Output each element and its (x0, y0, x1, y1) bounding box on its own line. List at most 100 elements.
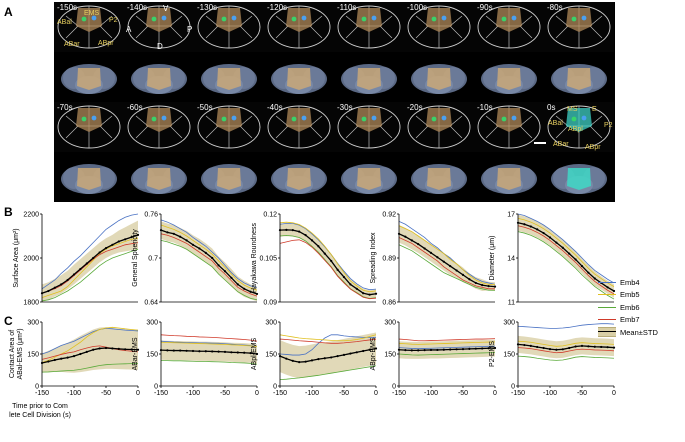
mean-point (249, 352, 252, 355)
mean-point (298, 230, 301, 233)
mean-line (41, 347, 139, 364)
mean-point (561, 246, 564, 249)
std-band (42, 327, 138, 373)
series-line-emb5 (160, 341, 258, 347)
mean-point (66, 356, 69, 359)
series-line-emb6 (517, 355, 615, 361)
mean-point (355, 351, 358, 354)
3d-render-tile (264, 52, 334, 102)
mean-point (474, 347, 477, 350)
legend-swatch (598, 281, 616, 283)
time-label: -20s (407, 103, 423, 112)
y-tick-label: 0.12 (263, 212, 277, 219)
series-line-emb4 (160, 340, 258, 347)
x-tick-label: -100 (424, 390, 438, 397)
series-line-emb5 (279, 221, 377, 293)
series-line-emb6 (160, 240, 258, 301)
mean-point (449, 348, 452, 351)
y-axis-label: Hayakawa Roundness (251, 222, 258, 293)
mean-point (111, 347, 114, 350)
panel-label-b: B (4, 205, 13, 219)
series-line-emb7 (41, 345, 139, 360)
series-line-emb6 (160, 360, 258, 365)
y-axis-label: Surface Area (μm²) (13, 228, 20, 287)
fluorescence-tile: -50s (194, 102, 264, 152)
mean-point (523, 343, 526, 347)
legend-label: Emb5 (620, 290, 640, 300)
std-band (161, 340, 257, 364)
series-line-emb5 (517, 218, 615, 287)
legend-item-mean: Mean±STD (598, 326, 658, 339)
x-tick-label: -150 (511, 390, 525, 397)
3d-render-tile (264, 152, 334, 202)
y-tick-label: 0 (154, 384, 158, 391)
series-line-emb4 (41, 327, 139, 355)
cell-label: EMS (84, 10, 100, 17)
y-tick-label: 0 (392, 384, 396, 391)
x-tick-label: -150 (392, 390, 406, 397)
mean-point (410, 349, 413, 352)
mean-point (417, 242, 420, 246)
mean-point (474, 281, 477, 285)
y-axis-label: Spreading Index (370, 232, 377, 283)
mean-line (279, 347, 377, 363)
mean-point (291, 229, 294, 232)
y-tick-label: 11 (508, 300, 515, 307)
mean-point (98, 251, 101, 254)
mean-point (172, 232, 175, 235)
series-line-emb7 (279, 239, 377, 300)
legend-item-emb4: Emb4 (598, 276, 658, 289)
mean-point (204, 251, 207, 254)
x-tick-label: 0 (374, 390, 378, 397)
3d-render-tile (544, 52, 614, 102)
scale-bar (534, 142, 546, 144)
series-line-emb5 (279, 334, 377, 342)
mean-line (160, 229, 258, 295)
y-tick-label: 0.86 (382, 300, 396, 307)
y-axis-label: P2-EMS (489, 341, 496, 367)
mean-point (124, 238, 127, 241)
y-tick-label: 0.105 (259, 256, 277, 263)
cell-label: ABal (57, 19, 72, 26)
mean-point (130, 236, 133, 239)
series-line-emb4 (398, 220, 496, 285)
x-tick-label: -50 (458, 390, 468, 397)
x-tick-label: -50 (577, 390, 587, 397)
time-label: -70s (57, 103, 73, 112)
mean-point (255, 292, 259, 296)
cell-label: P2 (109, 17, 118, 24)
mean-point (85, 350, 88, 353)
mean-point (85, 262, 88, 265)
mean-point (362, 292, 365, 295)
mean-point (423, 349, 426, 352)
mean-point (449, 264, 452, 268)
y-tick-label: 300 (265, 320, 277, 327)
y-tick-label: 300 (503, 320, 515, 327)
y-axis-label: ABpl-EMS (251, 338, 258, 371)
x-tick-label: 0 (493, 390, 497, 397)
fluorescence-tile: -70s (54, 102, 124, 152)
series-line-emb7 (398, 338, 496, 342)
fluorescence-tile: -30s (334, 102, 404, 152)
mean-point (606, 346, 609, 349)
3d-render-tile (54, 152, 124, 202)
mean-point (304, 360, 307, 363)
mean-point (323, 357, 326, 360)
3d-render-tile (334, 152, 404, 202)
mean-point (606, 286, 609, 289)
y-tick-label: 150 (265, 352, 277, 359)
y-tick-label: 0.89 (382, 256, 396, 263)
3d-render-tile (124, 52, 194, 102)
mean-point (117, 347, 120, 350)
mean-point (481, 347, 484, 350)
x-tick-label: -150 (154, 390, 168, 397)
fluorescence-tile: -140s (124, 2, 194, 52)
y-tick-label: 0.7 (148, 256, 158, 263)
series-line-emb4 (279, 334, 376, 356)
mean-point (72, 273, 76, 276)
series-line-emb7 (160, 233, 258, 297)
mean-point (223, 350, 227, 353)
y-tick-label: 300 (27, 320, 39, 327)
x-tick-label: -100 (305, 390, 319, 397)
3d-render-tile (544, 152, 614, 202)
